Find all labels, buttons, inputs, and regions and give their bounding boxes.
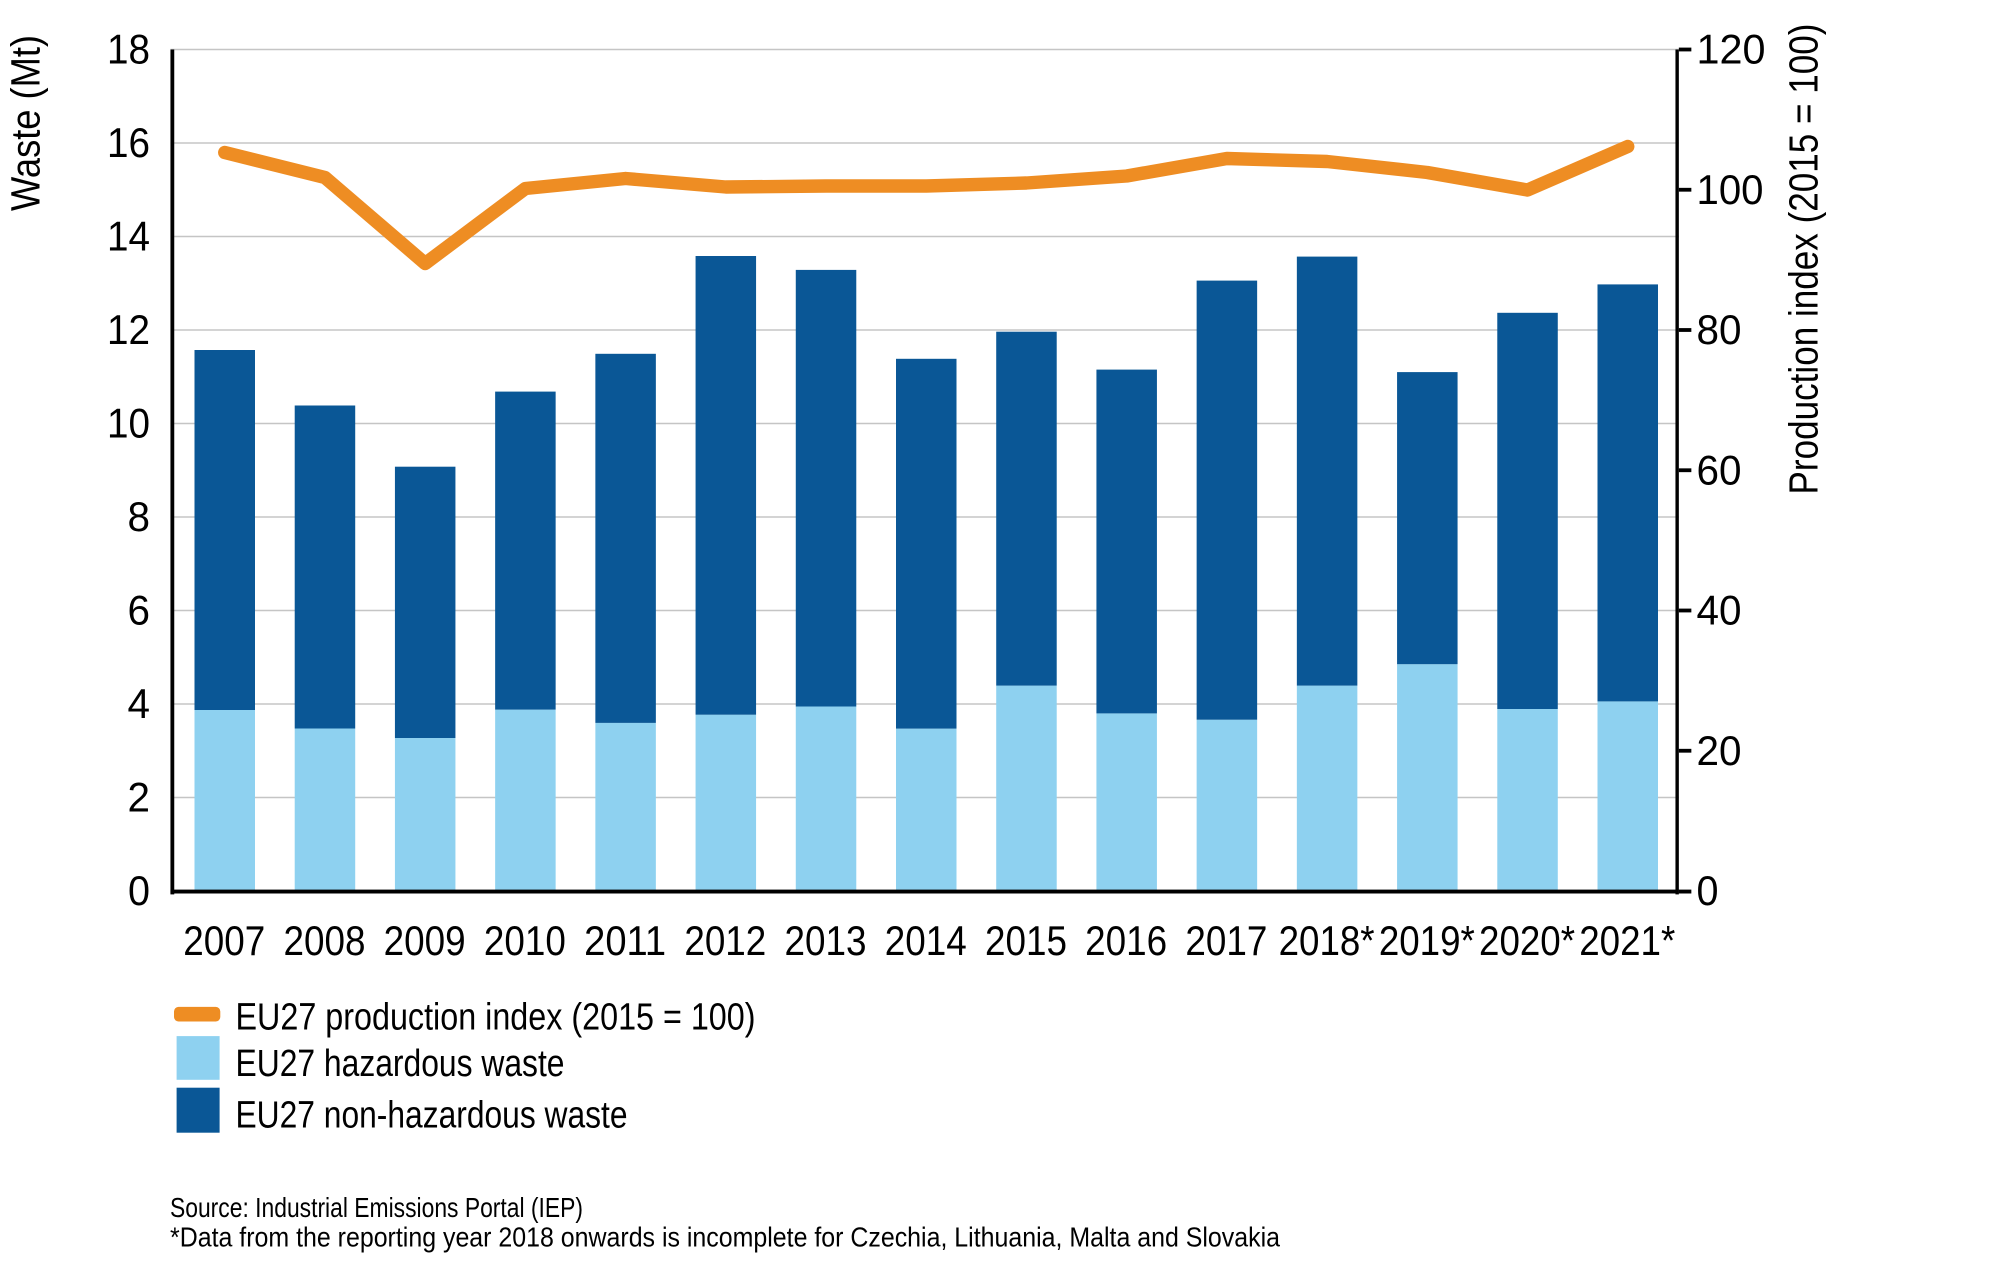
svg-text:20: 20 bbox=[1697, 727, 1742, 774]
svg-text:18: 18 bbox=[107, 26, 150, 73]
svg-text:2009: 2009 bbox=[384, 917, 466, 964]
svg-text:2020*: 2020* bbox=[1479, 917, 1575, 964]
svg-text:2: 2 bbox=[128, 774, 151, 821]
svg-text:6: 6 bbox=[128, 587, 151, 634]
svg-text:12: 12 bbox=[107, 306, 150, 353]
svg-text:40: 40 bbox=[1697, 587, 1742, 634]
svg-text:16: 16 bbox=[107, 119, 150, 166]
svg-text:2021*: 2021* bbox=[1579, 917, 1675, 964]
svg-text:4: 4 bbox=[128, 680, 151, 727]
svg-text:Production index (2015 = 100): Production index (2015 = 100) bbox=[1781, 24, 1827, 495]
svg-text:2011: 2011 bbox=[584, 917, 666, 964]
svg-text:0: 0 bbox=[1697, 867, 1719, 914]
svg-text:2015: 2015 bbox=[985, 917, 1067, 964]
svg-text:2017: 2017 bbox=[1185, 917, 1267, 964]
svg-text:EU27 production index (2015 =: EU27 production index (2015 = 100) bbox=[236, 996, 756, 1038]
svg-text:8: 8 bbox=[128, 493, 151, 540]
svg-text:100: 100 bbox=[1697, 166, 1764, 213]
svg-text:2018*: 2018* bbox=[1279, 917, 1375, 964]
svg-text:2016: 2016 bbox=[1085, 917, 1167, 964]
svg-text:2019*: 2019* bbox=[1379, 917, 1475, 964]
svg-text:2008: 2008 bbox=[283, 917, 365, 964]
svg-text:EU27 hazardous waste: EU27 hazardous waste bbox=[236, 1043, 565, 1085]
svg-text:*Data from the reporting year: *Data from the reporting year 2018 onwar… bbox=[170, 1222, 1280, 1253]
svg-text:2007: 2007 bbox=[183, 917, 265, 964]
svg-text:2012: 2012 bbox=[684, 917, 766, 964]
svg-text:14: 14 bbox=[107, 213, 150, 260]
svg-text:10: 10 bbox=[107, 400, 150, 447]
svg-text:EU27 non-hazardous waste: EU27 non-hazardous waste bbox=[236, 1095, 628, 1137]
svg-text:Waste (Mt): Waste (Mt) bbox=[3, 35, 49, 211]
svg-text:60: 60 bbox=[1697, 446, 1742, 493]
svg-text:2013: 2013 bbox=[785, 917, 867, 964]
svg-text:Source: Industrial Emissions P: Source: Industrial Emissions Portal (IEP… bbox=[170, 1192, 583, 1223]
svg-text:120: 120 bbox=[1697, 26, 1766, 73]
svg-text:0: 0 bbox=[128, 867, 150, 914]
svg-text:80: 80 bbox=[1697, 306, 1742, 353]
svg-text:2010: 2010 bbox=[484, 917, 566, 964]
svg-text:2014: 2014 bbox=[885, 917, 967, 964]
